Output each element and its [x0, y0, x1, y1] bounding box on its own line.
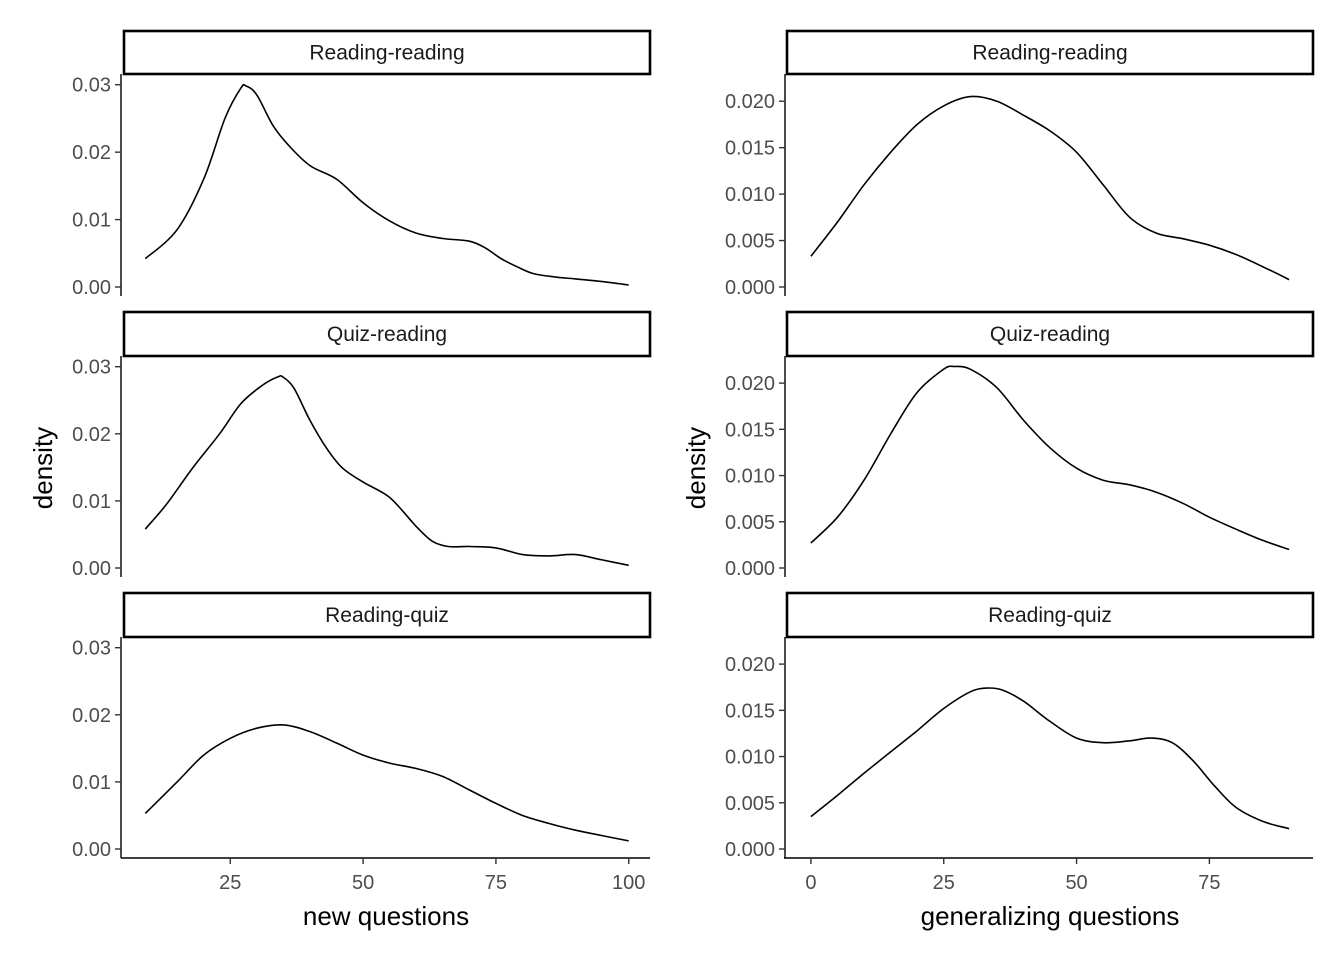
density-curve-Reading-quiz [144, 723, 629, 842]
y-tick-label: 0.00 [72, 277, 111, 299]
facet-strip-0-2 [122, 591, 652, 639]
y-tick-label: 0.015 [725, 419, 775, 441]
y-tick-label: 0.010 [725, 184, 775, 206]
facet-strip-label: Reading-quiz [988, 604, 1112, 627]
facet-strip-1-1 [785, 310, 1315, 358]
x-tick-label: 100 [612, 872, 645, 894]
density-curve-Reading-reading [144, 83, 629, 286]
x-axis-title: generalizing questions [921, 901, 1180, 931]
x-tick-label: 25 [933, 872, 955, 894]
x-tick-label: 75 [1198, 872, 1220, 894]
y-tick-label: 0.010 [725, 466, 775, 488]
y-tick-label: 0.020 [725, 91, 775, 113]
facet-strip-0-1 [122, 310, 652, 358]
facet-strip-label: Reading-reading [972, 42, 1127, 65]
density-curve-Reading-reading [810, 95, 1290, 281]
y-tick-label: 0.02 [72, 424, 111, 446]
facet-strip-1-2 [785, 591, 1315, 639]
y-tick-label: 0.02 [72, 705, 111, 727]
x-tick-label: 75 [485, 872, 507, 894]
facet-strip-label: Quiz-reading [327, 323, 447, 346]
x-tick-label: 25 [219, 872, 241, 894]
y-tick-label: 0.005 [725, 793, 775, 815]
facet-strip-0-0 [122, 29, 652, 76]
y-tick-label: 0.01 [72, 491, 111, 513]
y-axis-title: density [681, 427, 711, 509]
y-tick-label: 0.005 [725, 231, 775, 253]
density-curve-Reading-quiz [810, 687, 1290, 830]
y-tick-label: 0.000 [725, 558, 775, 580]
density-curve-Quiz-reading [144, 375, 629, 567]
y-tick-label: 0.015 [725, 700, 775, 722]
facet-strip-label: Reading-quiz [325, 604, 449, 627]
y-tick-label: 0.000 [725, 839, 775, 861]
density-curve-Quiz-reading [810, 365, 1290, 551]
y-tick-label: 0.015 [725, 138, 775, 160]
y-tick-label: 0.020 [725, 373, 775, 395]
facet-strip-label: Reading-reading [309, 42, 464, 65]
x-tick-label: 0 [805, 872, 816, 894]
x-tick-label: 50 [1065, 872, 1087, 894]
facet-strip-1-0 [785, 29, 1315, 76]
y-tick-label: 0.03 [72, 357, 111, 379]
y-tick-label: 0.03 [72, 638, 111, 660]
y-axis-title: density [28, 427, 58, 509]
y-tick-label: 0.02 [72, 142, 111, 164]
y-tick-label: 0.01 [72, 772, 111, 794]
y-tick-label: 0.020 [725, 654, 775, 676]
y-tick-label: 0.005 [725, 512, 775, 534]
y-tick-label: 0.00 [72, 839, 111, 861]
y-tick-label: 0.01 [72, 210, 111, 232]
facet-strip-label: Quiz-reading [990, 323, 1110, 346]
x-axis-title: new questions [303, 901, 469, 931]
y-tick-label: 0.000 [725, 277, 775, 299]
x-tick-label: 50 [352, 872, 374, 894]
y-tick-label: 0.03 [72, 75, 111, 97]
y-tick-label: 0.00 [72, 558, 111, 580]
y-tick-label: 0.010 [725, 747, 775, 769]
